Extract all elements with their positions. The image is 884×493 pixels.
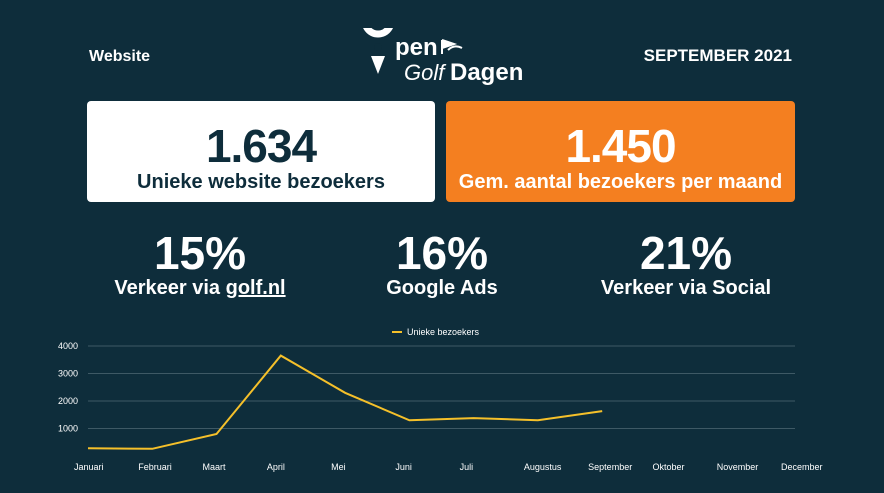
x-tick-label: December [781,462,823,472]
x-tick-label: April [267,462,285,472]
unique-visitors-card: 1.634 Unieke website bezoekers [87,101,435,202]
legend-label: Unieke bezoekers [407,327,480,337]
unique-visitors-label: Unieke website bezoekers [137,171,385,193]
period-label: SEPTEMBER 2021 [643,46,792,65]
y-tick-label: 4000 [58,341,78,351]
stat-golfnl-prefix: Verkeer via [114,277,226,299]
series-line-unieke-bezoekers [87,354,603,450]
svg-text:pen: pen [395,34,438,61]
stat-social-label: Verkeer via Social [600,277,772,299]
avg-visitors-card: 1.450 Gem. aantal bezoekers per maand [446,101,795,202]
golfnl-link[interactable]: golf.nl [225,277,286,299]
avg-visitors-value: 1.450 [565,120,676,172]
x-tick-label: Mei [331,462,346,472]
x-tick-label: Juli [460,462,474,472]
x-tick-label: Januari [74,462,104,472]
stat-social: 21% Verkeer via Social [556,228,816,298]
x-tick-label: Augustus [524,462,562,472]
stat-golfnl-pct: 15% [153,227,247,279]
stat-google-ads-pct: 16% [395,227,489,279]
x-tick-label: Maart [203,462,227,472]
y-tick-label: 3000 [58,369,78,379]
x-tick-label: Oktober [652,462,684,472]
stat-google-ads-label: Google Ads [386,277,498,299]
visitors-line-chart: 1000 2000 3000 4000 Januari Februari Maart Apri… [58,327,823,472]
stat-social-pct: 21% [639,227,733,279]
y-tick-label: 2000 [58,396,78,406]
stat-google-ads: 16% Google Ads [312,228,572,298]
open-golf-dagen-logo: pen Golf Dagen [361,4,532,88]
y-tick-label: 1000 [58,424,78,434]
x-tick-label: Februari [138,462,172,472]
unique-visitors-value: 1.634 [205,120,317,172]
stat-golfnl: 15% Verkeer via golf.nl [70,228,330,298]
x-tick-label: Juni [395,462,412,472]
svg-text:Dagen: Dagen [450,59,523,86]
avg-visitors-label: Gem. aantal bezoekers per maand [458,171,783,193]
x-tick-label: September [588,462,632,472]
section-title: Website [89,48,151,65]
x-tick-label: November [717,462,759,472]
svg-text:Golf: Golf [404,60,447,85]
